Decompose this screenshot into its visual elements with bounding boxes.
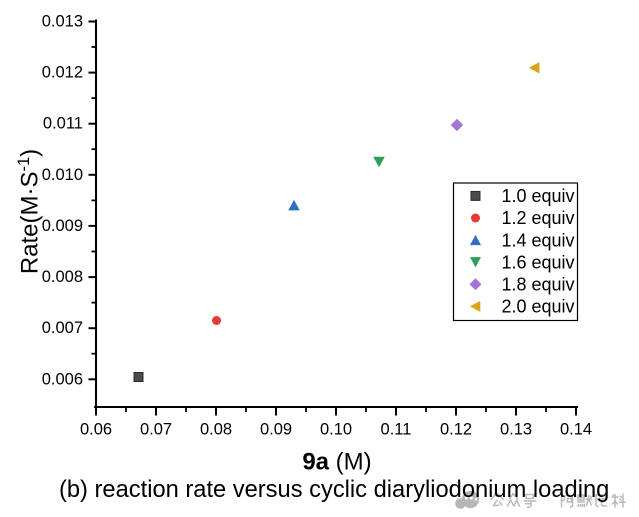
svg-text:0.07: 0.07 — [140, 421, 172, 439]
svg-text:1.8 equiv: 1.8 equiv — [502, 275, 575, 295]
svg-text:Rate(M·S-1): Rate(M·S-1) — [15, 149, 43, 274]
svg-text:0.10: 0.10 — [320, 421, 352, 439]
svg-text:9a (M): 9a (M) — [302, 449, 371, 476]
svg-text:0.010: 0.010 — [42, 166, 83, 184]
svg-text:1.2 equiv: 1.2 equiv — [502, 208, 575, 228]
svg-text:1.4 equiv: 1.4 equiv — [502, 230, 575, 250]
svg-text:0.006: 0.006 — [42, 370, 83, 388]
svg-text:2.0 equiv: 2.0 equiv — [502, 297, 575, 317]
svg-text:0.011: 0.011 — [43, 115, 83, 133]
svg-text:0.008: 0.008 — [42, 268, 83, 286]
svg-text:0.009: 0.009 — [42, 217, 83, 235]
svg-text:0.14: 0.14 — [560, 421, 592, 439]
svg-text:0.007: 0.007 — [42, 319, 83, 337]
svg-text:0.012: 0.012 — [42, 64, 83, 82]
svg-text:0.013: 0.013 — [42, 13, 83, 31]
svg-text:0.13: 0.13 — [500, 421, 532, 439]
svg-text:0.08: 0.08 — [200, 421, 232, 439]
svg-text:1.0 equiv: 1.0 equiv — [502, 186, 575, 206]
svg-text:0.11: 0.11 — [381, 421, 412, 439]
svg-text:1.6 equiv: 1.6 equiv — [502, 252, 575, 272]
svg-text:0.06: 0.06 — [80, 421, 112, 439]
svg-text:(b) reaction rate versus cycli: (b) reaction rate versus cyclic diarylio… — [59, 477, 609, 503]
svg-text:0.09: 0.09 — [260, 421, 292, 439]
svg-text:0.12: 0.12 — [440, 421, 472, 439]
